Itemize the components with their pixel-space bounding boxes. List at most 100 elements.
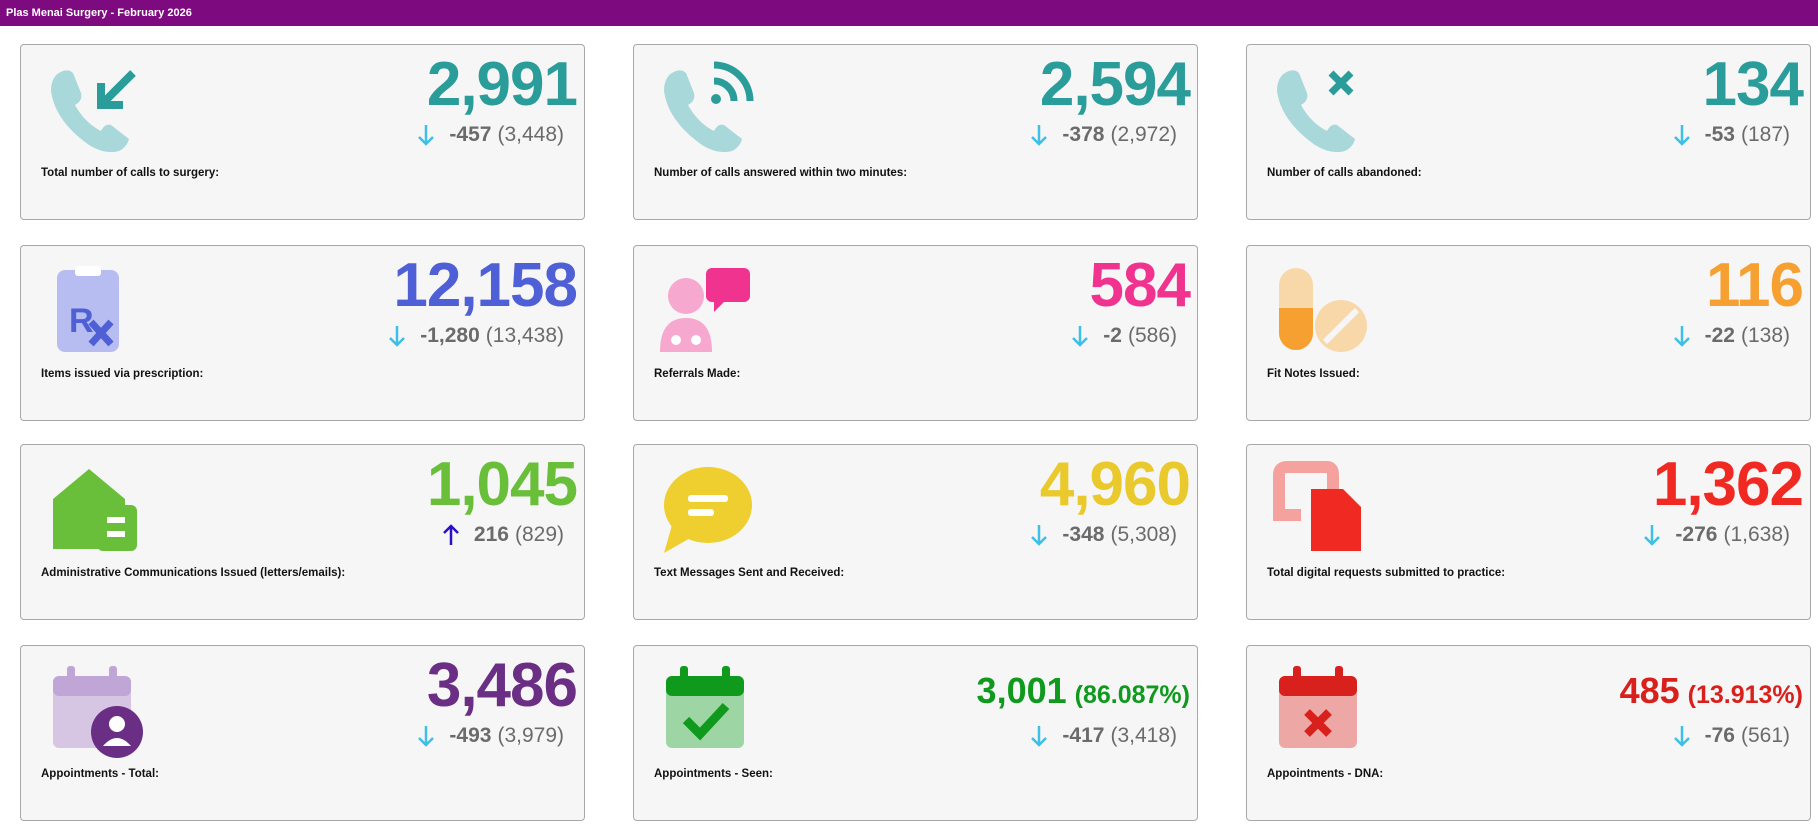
- kpi-delta: 216: [473, 523, 509, 546]
- kpi-value: 1,045: [426, 449, 578, 520]
- kpi-change: -417 (3,418): [1030, 724, 1177, 748]
- kpi-label: Total number of calls to surgery:: [41, 167, 220, 179]
- kpi-label: Number of calls answered within two minu…: [654, 167, 908, 179]
- kpi-delta: -348: [1062, 523, 1105, 546]
- trend-arrow: [1031, 525, 1048, 546]
- kpi-number: 3,001: [976, 670, 1067, 711]
- kpi-card: 3,001 (86.087%) -417 (3,418) Appointments - …: [633, 645, 1198, 821]
- kpi-value: 134: [1702, 49, 1804, 120]
- kpi-number: 485: [1619, 670, 1680, 711]
- kpi-icon: R: [57, 266, 119, 352]
- kpi-label: Fit Notes Issued:: [1267, 368, 1360, 380]
- kpi-number: 1,045: [426, 450, 578, 519]
- kpi-card: 116 -22 (138) Fit Notes Issued:: [1246, 245, 1811, 421]
- kpi-delta: -276: [1675, 523, 1718, 546]
- kpi-delta: -53: [1704, 123, 1735, 146]
- kpi-label: Administrative Communications Issued (le…: [41, 567, 346, 579]
- kpi-number: 2,594: [1039, 50, 1191, 119]
- kpi-label: Referrals Made:: [654, 368, 741, 380]
- trend-arrow: [1673, 125, 1690, 146]
- kpi-change: -457 (3,448): [417, 123, 564, 147]
- kpi-value: 3,001 (86.087%): [977, 670, 1190, 712]
- kpi-change: -22 (138): [1673, 324, 1790, 348]
- kpi-number: 1,362: [1652, 450, 1804, 519]
- trend-arrow: [1673, 326, 1690, 347]
- kpi-value: 2,594: [1039, 49, 1191, 120]
- kpi-delta: -22: [1704, 324, 1735, 347]
- kpi-change: -378 (2,972): [1030, 123, 1177, 147]
- kpi-card: R 12,158 -1,280 (13,438) Items issued via pr…: [20, 245, 585, 421]
- kpi-previous: (187): [1740, 123, 1790, 146]
- kpi-label: Appointments - Total:: [41, 768, 159, 780]
- kpi-number: 116: [1705, 251, 1804, 320]
- trend-arrow: [443, 524, 459, 545]
- kpi-icon: [664, 61, 754, 153]
- kpi-previous: (829): [514, 523, 564, 546]
- kpi-number: 134: [1702, 50, 1804, 119]
- kpi-icon: [1277, 70, 1355, 153]
- kpi-number: 12,158: [393, 251, 578, 320]
- kpi-change: -276 (1,638): [1643, 523, 1790, 547]
- kpi-delta: -2: [1103, 324, 1122, 347]
- kpi-number: 4,960: [1039, 450, 1191, 519]
- trend-arrow: [1072, 326, 1089, 347]
- kpi-previous: (1,638): [1723, 523, 1790, 546]
- kpi-number: 2,991: [426, 50, 578, 119]
- kpi-icon: [53, 666, 143, 758]
- kpi-label: Text Messages Sent and Received:: [654, 567, 845, 579]
- kpi-previous: (3,979): [497, 724, 564, 747]
- kpi-label: Items issued via prescription:: [41, 368, 204, 380]
- kpi-previous: (3,418): [1110, 724, 1177, 747]
- kpi-number: 3,486: [426, 651, 578, 720]
- kpi-value: 4,960: [1039, 449, 1191, 520]
- kpi-previous: (561): [1740, 724, 1790, 747]
- kpi-value: 1,362: [1652, 449, 1804, 520]
- kpi-icon: [1273, 461, 1361, 551]
- kpi-delta: -493: [449, 724, 492, 747]
- kpi-icon: [1279, 666, 1357, 748]
- kpi-card: 584 -2 (586) Referrals Made:: [633, 245, 1198, 421]
- kpi-previous: (5,308): [1110, 523, 1177, 546]
- kpi-card: 4,960 -348 (5,308) Text Messages Sent and R…: [633, 444, 1198, 620]
- svg-text:R: R: [69, 302, 94, 340]
- kpi-previous: (138): [1740, 324, 1790, 347]
- kpi-label: Total digital requests submitted to prac…: [1267, 567, 1506, 579]
- kpi-previous: (13,438): [485, 324, 564, 347]
- kpi-previous: (2,972): [1110, 123, 1177, 146]
- kpi-icon: [53, 469, 137, 551]
- kpi-icon: [1279, 268, 1367, 352]
- trend-arrow: [389, 326, 406, 347]
- kpi-delta: -1,280: [420, 324, 480, 347]
- kpi-icon: [660, 268, 750, 352]
- kpi-value: 116: [1705, 250, 1804, 321]
- kpi-change: -2 (586): [1071, 324, 1177, 348]
- kpi-value: 3,486: [426, 650, 578, 721]
- kpi-delta: -417: [1062, 724, 1105, 747]
- kpi-percent: (13.913%): [1687, 681, 1803, 709]
- kpi-card: 2,991 -457 (3,448) Total number of calls to…: [20, 44, 585, 220]
- kpi-number: 584: [1089, 251, 1191, 320]
- kpi-card: 1,362 -276 (1,638) Total digital requests s…: [1246, 444, 1811, 620]
- kpi-delta: -76: [1704, 724, 1735, 747]
- kpi-value: 485 (13.913%): [1620, 670, 1803, 712]
- kpi-icon: [666, 666, 744, 748]
- kpi-change: -76 (561): [1673, 724, 1790, 748]
- trend-arrow: [418, 125, 435, 146]
- kpi-change: -348 (5,308): [1030, 523, 1177, 547]
- kpi-card: 485 (13.913%) -76 (561) Appointments - DNA:: [1246, 645, 1811, 821]
- kpi-card: 3,486 -493 (3,979) Appointments - Total:: [20, 645, 585, 821]
- kpi-change: 216 (829): [442, 523, 564, 547]
- kpi-card: 134 -53 (187) Number of calls abandoned:: [1246, 44, 1811, 220]
- kpi-previous: (586): [1127, 324, 1177, 347]
- trend-arrow: [1673, 726, 1690, 747]
- kpi-icon: [664, 467, 752, 553]
- kpi-value: 584: [1089, 250, 1191, 321]
- kpi-previous: (3,448): [497, 123, 564, 146]
- trend-arrow: [1031, 125, 1048, 146]
- trend-arrow: [1031, 726, 1048, 747]
- kpi-value: 2,991: [426, 49, 578, 120]
- kpi-label: Number of calls abandoned:: [1267, 167, 1422, 179]
- trend-arrow: [1644, 525, 1661, 546]
- kpi-label: Appointments - Seen:: [654, 768, 773, 780]
